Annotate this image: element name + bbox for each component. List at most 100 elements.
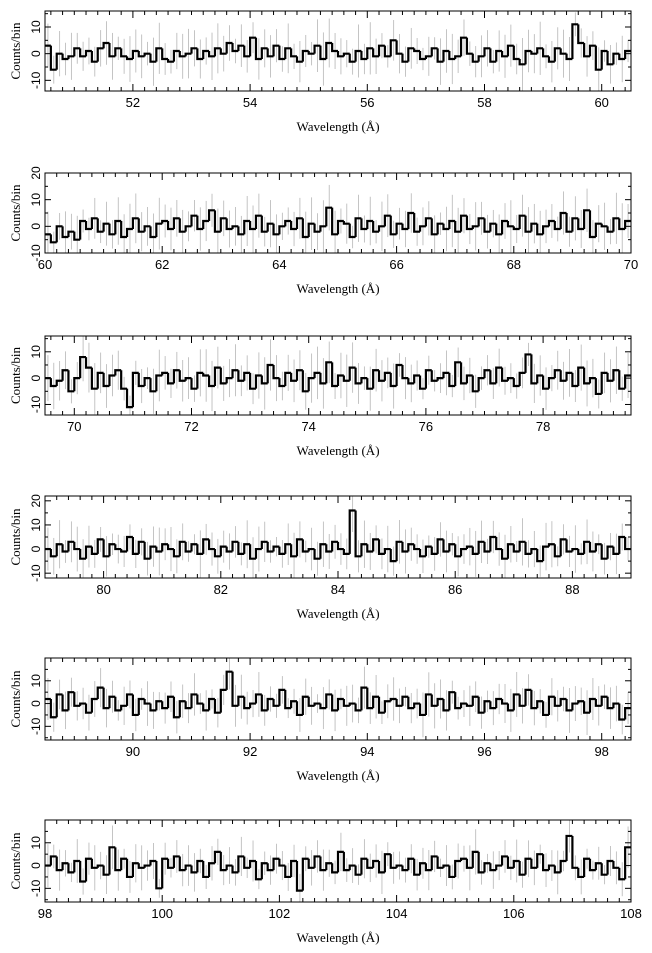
data-bin bbox=[342, 52, 350, 57]
data-bin bbox=[178, 218, 186, 233]
data-bin bbox=[594, 45, 602, 71]
data-bin bbox=[336, 374, 344, 387]
data-bin bbox=[301, 218, 309, 239]
data-bin bbox=[243, 696, 251, 710]
data-bin bbox=[471, 850, 479, 868]
data-bin bbox=[372, 369, 380, 389]
data-bin bbox=[84, 703, 92, 714]
data-bin bbox=[612, 52, 620, 65]
data-bin bbox=[407, 543, 415, 552]
data-bin bbox=[424, 545, 432, 557]
data-bin bbox=[278, 225, 286, 235]
data-bin bbox=[342, 851, 350, 872]
data-bin bbox=[348, 223, 356, 239]
data-bin bbox=[395, 540, 403, 562]
data-bin bbox=[272, 857, 280, 871]
error-bars bbox=[47, 496, 629, 578]
data-bin bbox=[418, 51, 426, 61]
data-bin bbox=[161, 48, 169, 61]
data-bin bbox=[67, 55, 75, 59]
data-bin bbox=[436, 538, 444, 554]
data-bin bbox=[418, 549, 426, 558]
data-bin bbox=[559, 697, 567, 706]
data-bin bbox=[348, 53, 356, 63]
x-tick-label: 78 bbox=[536, 419, 550, 434]
data-bin bbox=[108, 543, 116, 557]
data-bin bbox=[401, 695, 409, 706]
data-bin bbox=[459, 362, 467, 385]
data-bin bbox=[454, 361, 462, 387]
data-bin bbox=[483, 47, 491, 57]
data-bin bbox=[407, 378, 415, 385]
y-tick-label: 0 bbox=[29, 700, 43, 707]
data-bin bbox=[588, 697, 596, 713]
data-bin bbox=[389, 697, 397, 702]
data-bin bbox=[114, 847, 122, 872]
data-bin bbox=[442, 864, 450, 868]
data-bin bbox=[377, 696, 385, 714]
data-bin bbox=[184, 541, 192, 553]
data-bin bbox=[624, 374, 631, 389]
data-bin bbox=[588, 377, 596, 384]
y-axis: -10 0 10 20 bbox=[29, 166, 631, 262]
data-bin bbox=[207, 862, 215, 877]
data-bin bbox=[436, 377, 444, 381]
y-axis: -10 0 10 bbox=[29, 657, 631, 739]
x-tick-label: 74 bbox=[301, 419, 315, 434]
data-bin bbox=[342, 375, 350, 382]
data-bin bbox=[131, 862, 139, 877]
data-bin bbox=[524, 541, 532, 555]
data-bin bbox=[383, 853, 391, 873]
data-bin bbox=[325, 41, 333, 59]
data-bin bbox=[149, 53, 157, 63]
data-bin bbox=[331, 694, 338, 712]
data-bin bbox=[295, 861, 303, 892]
data-bin bbox=[55, 379, 63, 387]
data-bin bbox=[465, 374, 473, 384]
data-bin bbox=[594, 699, 602, 707]
data-bin bbox=[553, 47, 561, 62]
y-tick-label: -10 bbox=[29, 395, 43, 413]
x-tick-label: 70 bbox=[624, 257, 638, 272]
data-bin bbox=[389, 39, 397, 57]
data-bin bbox=[612, 702, 620, 709]
data-bin bbox=[471, 546, 479, 555]
data-bin bbox=[436, 48, 444, 63]
y-tick-label: 10 bbox=[29, 193, 43, 207]
data-bin bbox=[166, 858, 174, 869]
data-bin bbox=[231, 369, 239, 379]
data-bin bbox=[360, 218, 368, 231]
data-bin bbox=[588, 44, 596, 57]
series-steps bbox=[45, 353, 631, 409]
data-bin bbox=[284, 47, 292, 59]
x-tick-label: 76 bbox=[419, 419, 433, 434]
data-bin bbox=[96, 371, 104, 389]
data-bin bbox=[61, 862, 69, 871]
data-bin bbox=[319, 45, 327, 61]
data-bin bbox=[178, 856, 186, 872]
data-bin bbox=[348, 864, 356, 871]
data-bin bbox=[354, 510, 362, 558]
x-tick-label: 104 bbox=[386, 906, 408, 921]
data-bin bbox=[90, 51, 98, 63]
data-bin bbox=[120, 549, 128, 553]
data-bin bbox=[149, 226, 157, 239]
data-bin bbox=[430, 546, 438, 555]
x-tick-label: 88 bbox=[565, 582, 579, 597]
data-bin bbox=[84, 221, 92, 231]
data-bin bbox=[588, 541, 596, 553]
data-bin bbox=[372, 538, 380, 552]
data-bin bbox=[489, 535, 497, 552]
data-bin bbox=[553, 369, 561, 379]
data-bin bbox=[600, 223, 608, 228]
data-bin bbox=[348, 702, 356, 706]
data-bin bbox=[618, 370, 626, 390]
x-tick-label: 62 bbox=[155, 257, 169, 272]
data-bin bbox=[454, 859, 462, 877]
x-axis: 90 92 94 96 98 bbox=[50, 658, 626, 759]
data-bin bbox=[553, 221, 561, 231]
x-tick-label: 106 bbox=[503, 906, 525, 921]
data-bin bbox=[73, 541, 81, 551]
data-bin bbox=[295, 701, 303, 717]
data-bin bbox=[249, 702, 256, 709]
